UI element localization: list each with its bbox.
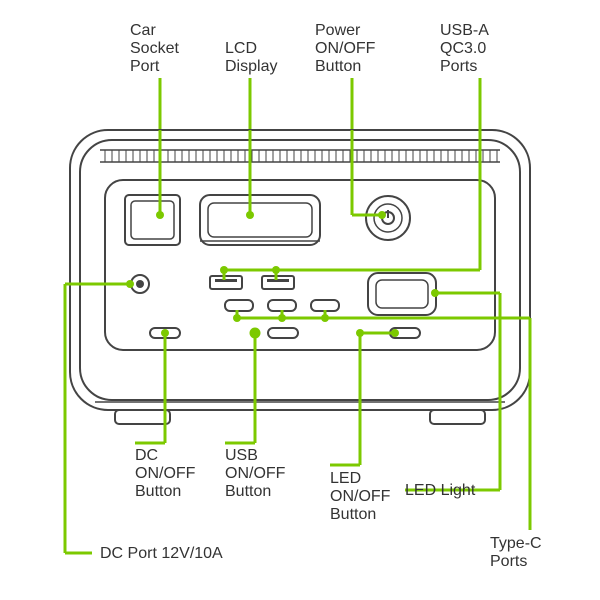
svg-text:Button: Button bbox=[330, 506, 376, 523]
label-led-light: LED Light bbox=[405, 482, 476, 499]
svg-text:DC: DC bbox=[135, 447, 158, 464]
label-dc-port: DC Port 12V/10A bbox=[100, 545, 223, 562]
svg-text:Power: Power bbox=[315, 22, 361, 39]
svg-text:Socket: Socket bbox=[130, 40, 179, 57]
svg-text:Ports: Ports bbox=[440, 58, 477, 75]
svg-text:QC3.0: QC3.0 bbox=[440, 40, 486, 57]
svg-text:LCD: LCD bbox=[225, 40, 257, 57]
device bbox=[70, 130, 530, 424]
diagram-root: Car Socket Port LCD Display Power ON/OFF… bbox=[0, 0, 600, 600]
label-usb-button: USB ON/OFF Button bbox=[225, 447, 286, 500]
svg-text:Display: Display bbox=[225, 58, 277, 75]
svg-text:ON/OFF: ON/OFF bbox=[330, 488, 391, 505]
label-dc-button: DC ON/OFF Button bbox=[135, 447, 196, 500]
svg-text:DC Port 12V/10A: DC Port 12V/10A bbox=[100, 545, 223, 562]
label-led-button: LED ON/OFF Button bbox=[330, 470, 391, 523]
svg-text:Car: Car bbox=[130, 22, 156, 39]
label-power-button: Power ON/OFF Button bbox=[315, 22, 376, 75]
svg-text:USB: USB bbox=[225, 447, 258, 464]
label-usba-ports: USB-A QC3.0 Ports bbox=[440, 22, 489, 75]
svg-text:Type-C: Type-C bbox=[490, 535, 542, 552]
svg-text:LED Light: LED Light bbox=[405, 482, 476, 499]
svg-text:ON/OFF: ON/OFF bbox=[135, 465, 196, 482]
svg-text:Button: Button bbox=[225, 483, 271, 500]
svg-text:LED: LED bbox=[330, 470, 361, 487]
svg-text:ON/OFF: ON/OFF bbox=[315, 40, 376, 57]
svg-text:USB-A: USB-A bbox=[440, 22, 489, 39]
svg-text:ON/OFF: ON/OFF bbox=[225, 465, 286, 482]
svg-text:Button: Button bbox=[135, 483, 181, 500]
label-car-socket: Car Socket Port bbox=[130, 22, 179, 75]
label-typec: Type-C Ports bbox=[490, 535, 542, 570]
svg-text:Button: Button bbox=[315, 58, 361, 75]
svg-text:Ports: Ports bbox=[490, 553, 527, 570]
label-lcd-display: LCD Display bbox=[225, 40, 277, 75]
svg-text:Port: Port bbox=[130, 58, 160, 75]
